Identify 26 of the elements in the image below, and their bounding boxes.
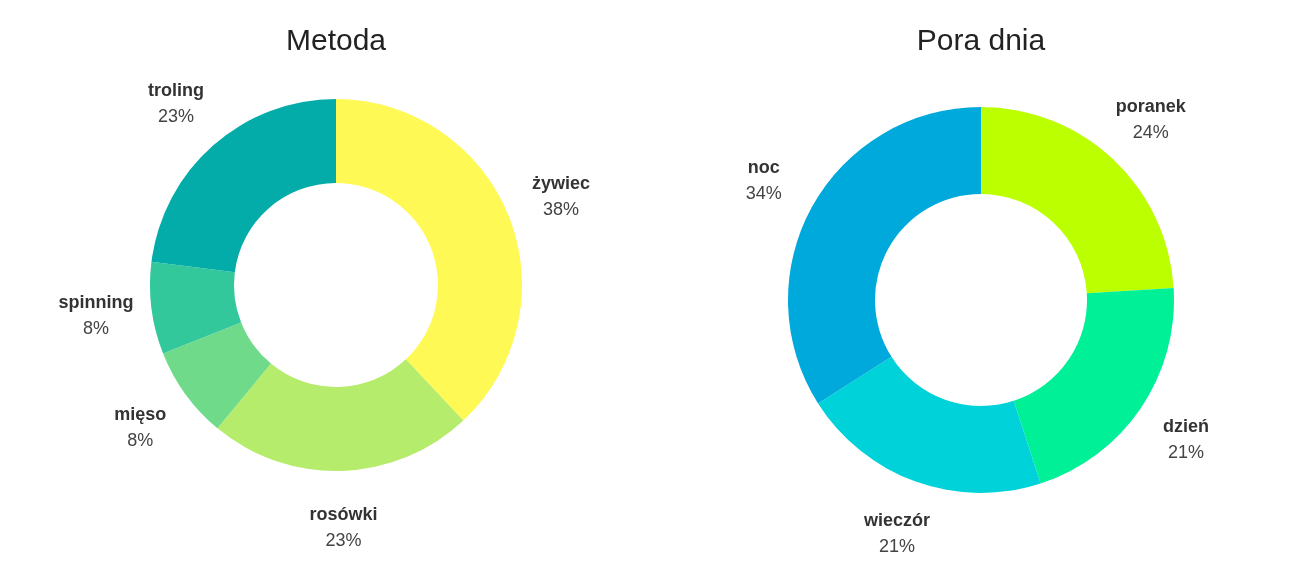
donut-slice (150, 261, 242, 354)
data-label: 21% (878, 536, 916, 557)
data-label: 38% (542, 198, 580, 219)
data-label: 8% (127, 429, 154, 450)
data-label: 21% (1168, 442, 1205, 463)
data-label: 23% (325, 529, 362, 550)
slice-label: wieczór (862, 510, 931, 531)
donut-slice (151, 99, 336, 273)
data-label: 34% (745, 183, 782, 204)
slice-label: noc (747, 157, 780, 178)
donut-slice (818, 356, 1041, 493)
slice-label: troling (147, 80, 204, 101)
slice-label: spinning (58, 292, 134, 313)
slice-label: poranek (1115, 95, 1187, 116)
chart-title: Pora dnia (916, 22, 1046, 56)
slice-label: dzień (1163, 416, 1210, 437)
data-label: 24% (1132, 121, 1169, 142)
donut-slice (336, 99, 522, 421)
donut-slice (788, 107, 981, 404)
data-label: 23% (157, 106, 194, 127)
donut-slice (217, 359, 464, 471)
slice-label: żywiec (531, 172, 591, 193)
slice-label: rosówki (309, 503, 378, 524)
chart-title: Metoda (285, 22, 387, 56)
slice-label: mięso (114, 403, 167, 424)
data-label: 8% (82, 318, 109, 339)
